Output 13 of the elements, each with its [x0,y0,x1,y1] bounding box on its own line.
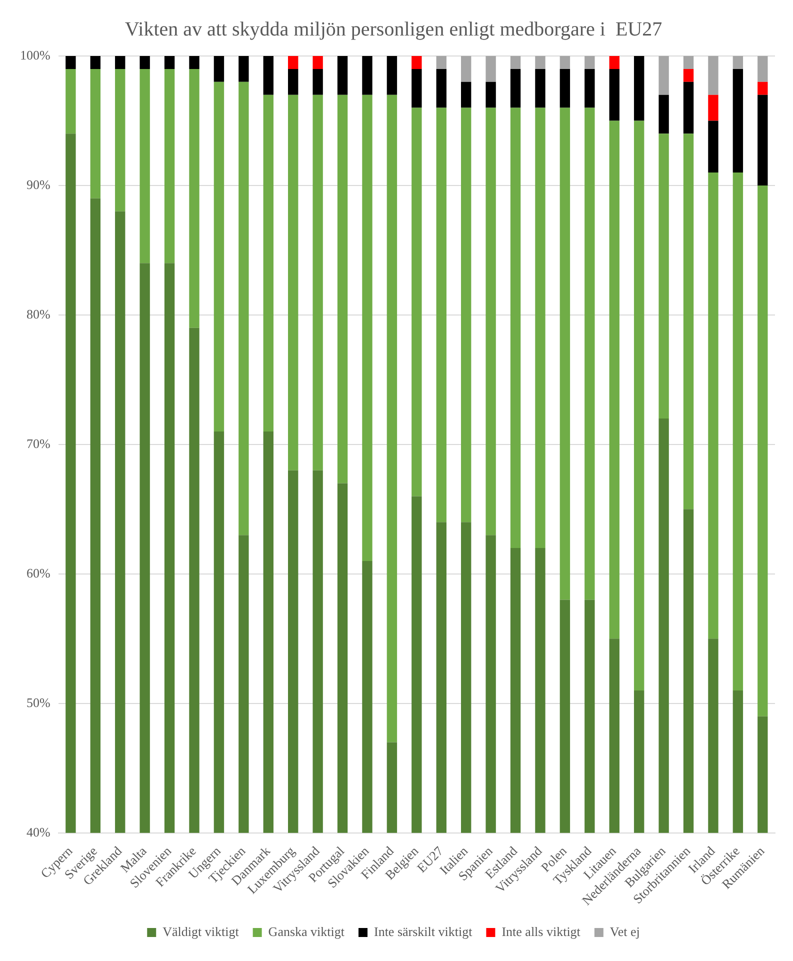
y-tick-label: 90% [26,176,50,192]
y-tick-label: 40% [26,824,50,840]
y-tick-label: 60% [26,565,50,580]
legend-label: Inte särskilt viktigt [374,924,473,939]
legend-label: Ganska viktigt [268,924,345,939]
y-tick-label: 50% [26,694,50,710]
chart-title: Vikten av att skydda miljön personligen enligt medborgare i EU27 [124,18,662,40]
legend-label: Väldigt viktigt [162,924,240,939]
y-tick-label: 80% [26,306,50,322]
legend-label: Vet ej [610,924,640,939]
y-tick-label: 100% [20,47,50,62]
legend-label: Inte alls viktigt [502,924,581,939]
y-tick-label: 70% [26,436,50,451]
